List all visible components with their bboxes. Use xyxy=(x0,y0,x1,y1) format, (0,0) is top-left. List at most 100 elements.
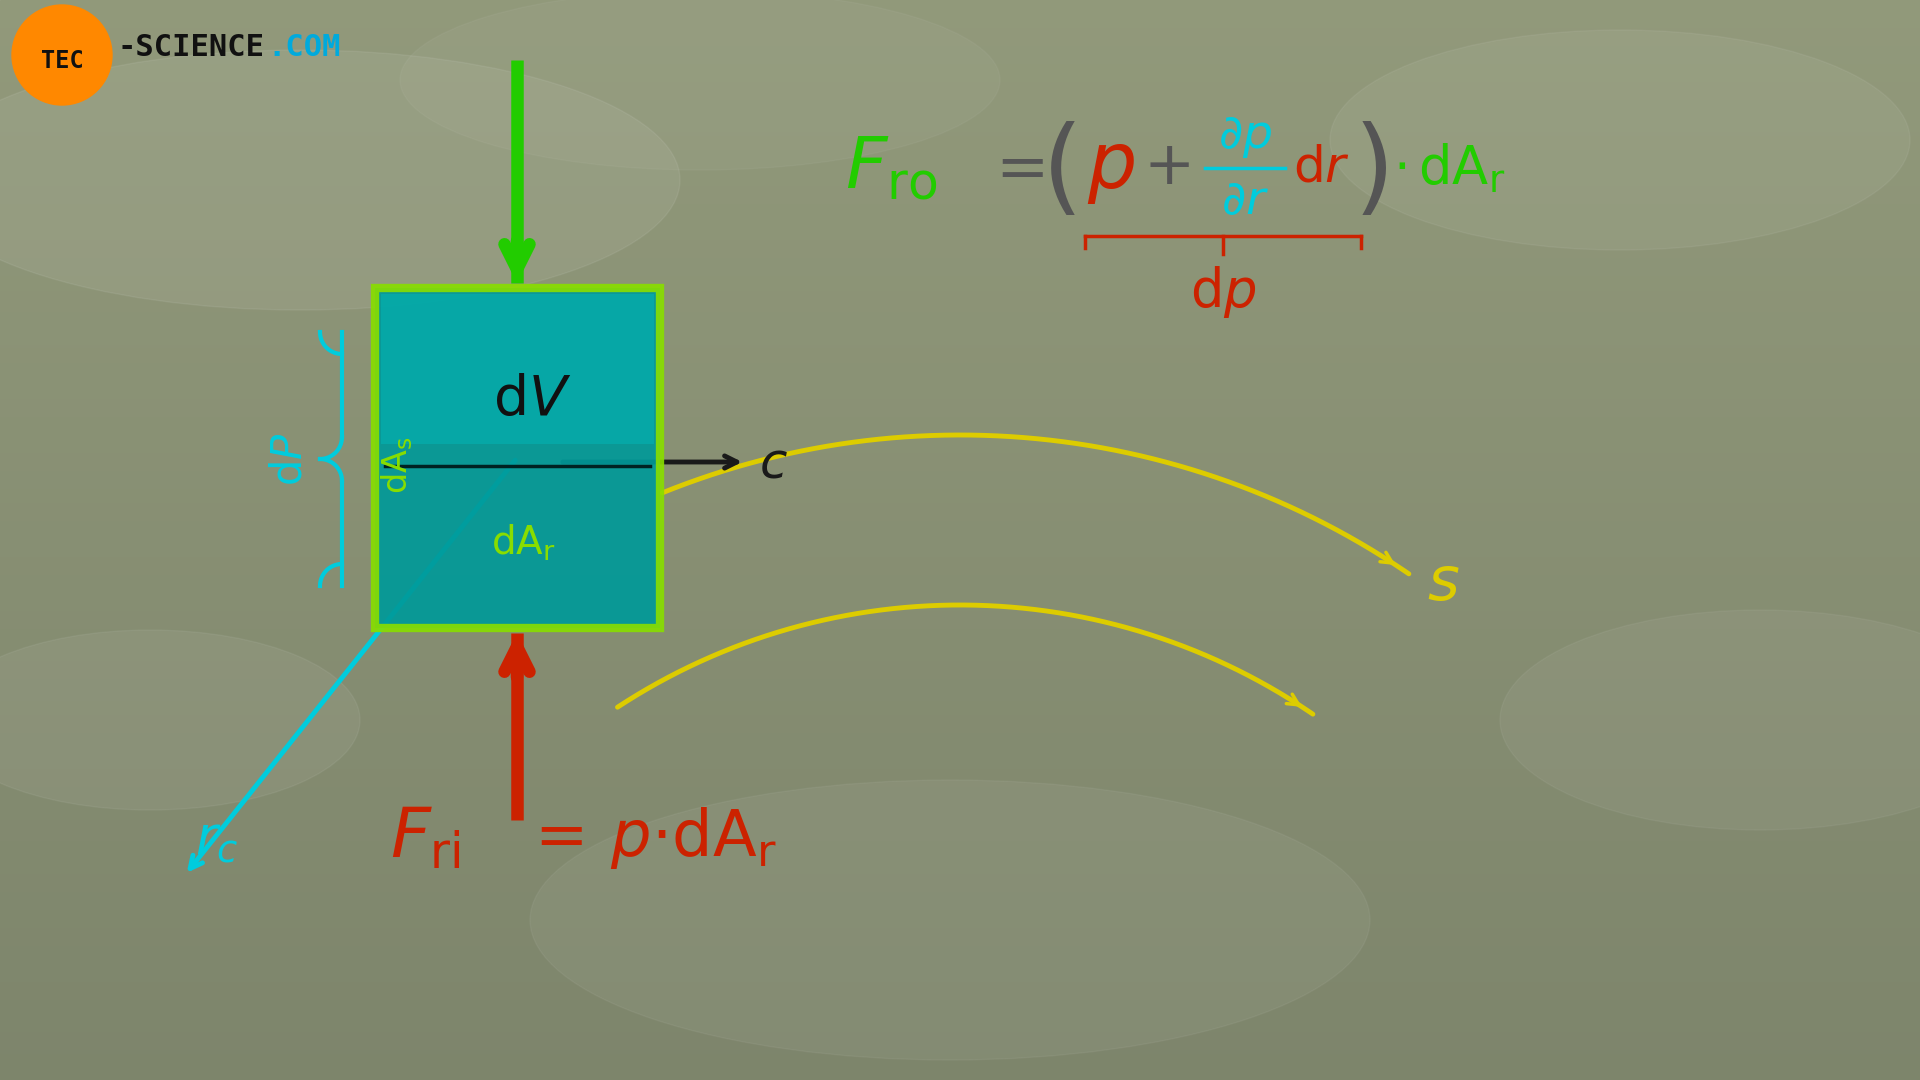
Text: $\mathrm{d}P$: $\mathrm{d}P$ xyxy=(269,432,311,486)
Bar xyxy=(0,316,1920,321)
Bar xyxy=(0,421,1920,424)
Bar xyxy=(0,119,1920,122)
Bar xyxy=(0,586,1920,591)
Bar xyxy=(0,900,1920,904)
Text: ${\cdot}\,\mathrm{dA_r}$: ${\cdot}\,\mathrm{dA_r}$ xyxy=(1394,141,1505,194)
Bar xyxy=(0,554,1920,558)
Bar xyxy=(0,932,1920,936)
Text: $\partial r$: $\partial r$ xyxy=(1221,179,1269,225)
Bar xyxy=(0,645,1920,648)
Text: $\mathrm{d}V$: $\mathrm{d}V$ xyxy=(493,374,570,428)
Bar xyxy=(0,662,1920,666)
Bar xyxy=(0,295,1920,299)
Bar xyxy=(0,626,1920,630)
Text: $+$: $+$ xyxy=(1142,138,1190,198)
Bar xyxy=(0,230,1920,234)
Bar xyxy=(0,65,1920,68)
Bar xyxy=(0,248,1920,252)
Bar xyxy=(0,504,1920,508)
Bar xyxy=(0,781,1920,785)
Bar xyxy=(0,500,1920,504)
Bar xyxy=(0,43,1920,46)
Bar xyxy=(0,526,1920,529)
Bar xyxy=(0,846,1920,850)
Bar xyxy=(0,562,1920,565)
Bar xyxy=(0,915,1920,918)
Bar xyxy=(0,734,1920,738)
Bar xyxy=(0,656,1920,659)
Bar xyxy=(0,583,1920,586)
Bar xyxy=(0,224,1920,227)
Bar xyxy=(0,262,1920,267)
Bar xyxy=(0,410,1920,414)
Bar xyxy=(0,518,1920,522)
Bar xyxy=(0,651,1920,656)
Bar xyxy=(0,990,1920,994)
Bar xyxy=(0,367,1920,370)
Bar xyxy=(0,623,1920,626)
Bar xyxy=(0,864,1920,867)
Bar xyxy=(0,511,1920,515)
Text: $\partial p$: $\partial p$ xyxy=(1217,116,1273,161)
Bar xyxy=(0,36,1920,40)
Bar xyxy=(0,302,1920,306)
Bar xyxy=(0,896,1920,900)
Bar xyxy=(0,144,1920,148)
Bar xyxy=(0,1077,1920,1080)
Bar xyxy=(0,756,1920,759)
Bar xyxy=(0,126,1920,130)
Bar xyxy=(0,694,1920,699)
Bar xyxy=(0,29,1920,32)
Bar xyxy=(0,608,1920,612)
Bar xyxy=(0,3,1920,8)
Bar xyxy=(0,332,1920,335)
Bar xyxy=(0,748,1920,753)
Bar xyxy=(0,414,1920,418)
Bar xyxy=(0,327,1920,332)
Bar xyxy=(0,958,1920,961)
Bar xyxy=(0,32,1920,36)
Bar xyxy=(0,208,1920,213)
Bar xyxy=(0,111,1920,116)
Bar xyxy=(0,364,1920,367)
Bar xyxy=(0,677,1920,680)
Bar xyxy=(0,684,1920,688)
Bar xyxy=(0,818,1920,821)
Bar xyxy=(0,680,1920,684)
Bar xyxy=(0,86,1920,90)
Bar xyxy=(0,353,1920,356)
Bar xyxy=(0,508,1920,511)
Bar xyxy=(0,1026,1920,1029)
Bar xyxy=(0,940,1920,943)
Bar xyxy=(0,378,1920,381)
Bar xyxy=(0,591,1920,594)
Bar xyxy=(0,273,1920,278)
Bar xyxy=(0,478,1920,483)
Text: .COM: .COM xyxy=(267,32,340,62)
Bar xyxy=(0,602,1920,605)
Bar xyxy=(0,597,1920,602)
Bar xyxy=(0,576,1920,580)
Bar xyxy=(0,1001,1920,1004)
Bar xyxy=(0,558,1920,562)
Bar xyxy=(0,389,1920,392)
Bar xyxy=(0,213,1920,216)
Bar xyxy=(0,1051,1920,1055)
Bar xyxy=(0,238,1920,241)
Bar xyxy=(0,832,1920,835)
Bar xyxy=(0,738,1920,742)
Bar xyxy=(0,964,1920,969)
Bar xyxy=(0,1018,1920,1023)
Text: $\mathit{p}$: $\mathit{p}$ xyxy=(1087,130,1135,206)
Bar xyxy=(0,234,1920,238)
Bar xyxy=(0,313,1920,316)
Bar xyxy=(0,310,1920,313)
Bar xyxy=(0,381,1920,386)
Bar xyxy=(0,356,1920,360)
Text: $\mathit{r_c}$: $\mathit{r_c}$ xyxy=(196,813,238,865)
Bar xyxy=(0,713,1920,716)
Bar xyxy=(0,191,1920,194)
Bar xyxy=(0,18,1920,22)
Bar xyxy=(0,461,1920,464)
Bar xyxy=(0,886,1920,889)
